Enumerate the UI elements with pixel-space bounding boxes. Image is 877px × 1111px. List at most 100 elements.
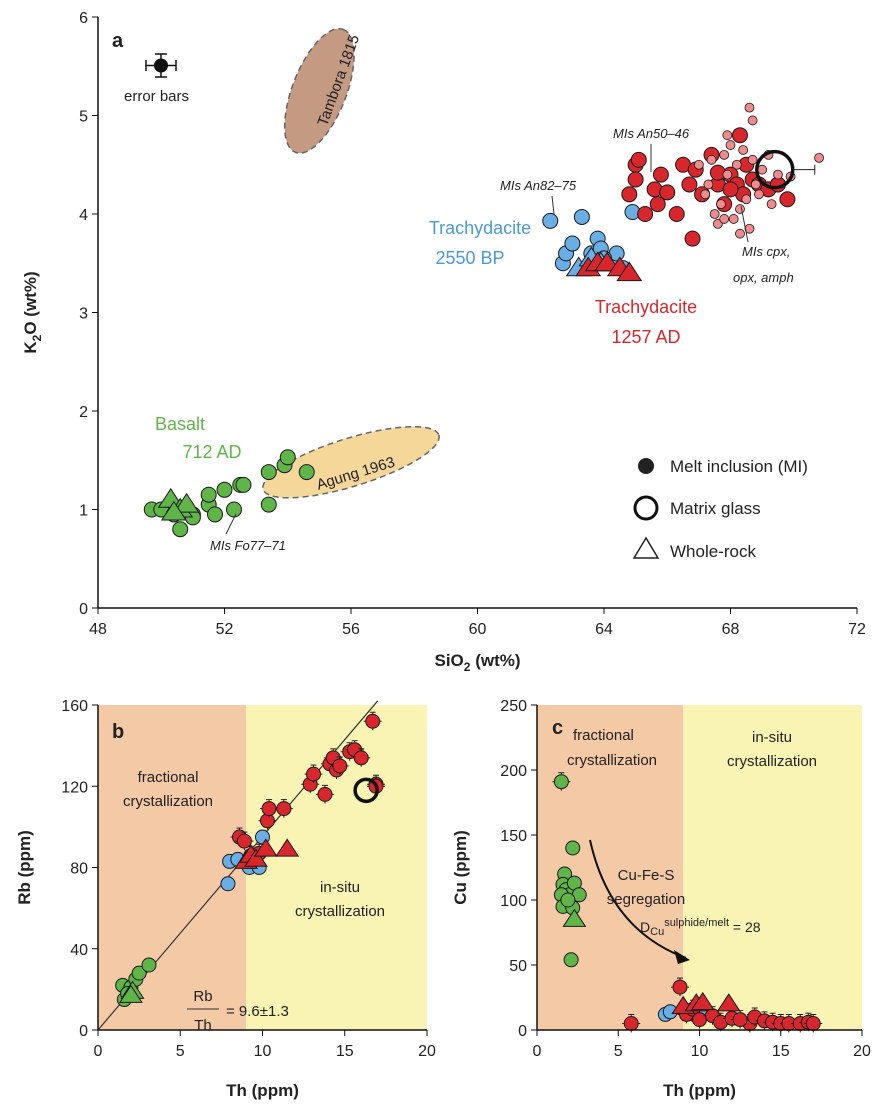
data-point bbox=[141, 957, 157, 973]
mi-cpx-marker bbox=[754, 189, 764, 200]
panel-c-y-tick-label: 200 bbox=[500, 763, 527, 780]
panel-c-frac-2: crystallization bbox=[567, 752, 657, 769]
mi-cpx-marker bbox=[706, 154, 717, 165]
melt-inclusion-marker bbox=[542, 212, 559, 229]
panel-a-ylabel-sub: 2 bbox=[30, 334, 44, 341]
panel-c-dcu-val: = 28 bbox=[729, 919, 761, 935]
whole-rock-marker bbox=[253, 838, 278, 857]
mi-fo-label: MIs Fo77–71 bbox=[210, 538, 286, 553]
mi-cpx-marker bbox=[722, 130, 733, 141]
panel-b-x-tick-label: 0 bbox=[94, 1043, 103, 1060]
panel-a-y-tick-label: 3 bbox=[79, 306, 88, 323]
panel-c-ylabel: Cu (ppm) bbox=[451, 830, 470, 905]
melt-inclusion-marker bbox=[235, 476, 252, 493]
mi-cpx-marker bbox=[747, 154, 758, 165]
data-point bbox=[692, 1012, 707, 1028]
panel-c-seg-1: Cu-Fe-S bbox=[618, 867, 675, 884]
panel-c-insitu-1: in-situ bbox=[752, 729, 792, 746]
panel-c-insitu-2: crystallization bbox=[727, 753, 817, 770]
data-point bbox=[560, 892, 576, 908]
panel-a-x-tick-label: 68 bbox=[722, 621, 740, 638]
mi-cpx-marker bbox=[738, 145, 749, 155]
mi-cpx-marker bbox=[744, 102, 755, 113]
mi-cpx-marker bbox=[722, 169, 733, 180]
panel-a-x-tick-label: 64 bbox=[595, 621, 613, 638]
legend-wr-label: Whole-rock bbox=[670, 542, 756, 561]
error-bars-label: error bars bbox=[124, 88, 189, 105]
panel-c-x-tick-label: 20 bbox=[853, 1043, 871, 1060]
data-point bbox=[317, 786, 333, 802]
mi-cpx-label-2: opx, amph bbox=[733, 270, 794, 285]
panel-a-y-tick-label: 5 bbox=[79, 109, 88, 126]
data-point bbox=[565, 840, 581, 856]
panel-c-x-tick-label: 5 bbox=[614, 1043, 623, 1060]
melt-inclusion-marker bbox=[779, 191, 796, 208]
mi-cpx-marker bbox=[709, 209, 720, 219]
mi-cpx-marker bbox=[766, 199, 777, 210]
whole-rock-marker bbox=[275, 838, 300, 857]
melt-inclusion-marker bbox=[260, 496, 277, 513]
panel-c-xlabel: Th (ppm) bbox=[663, 1081, 736, 1100]
mi-an50-label: MIs An50–46 bbox=[613, 126, 690, 141]
mi-cpx-marker bbox=[703, 179, 714, 190]
mi-cpx-marker bbox=[693, 159, 704, 170]
panel-b-y-tick-label: 160 bbox=[61, 698, 88, 715]
whole-rock-marker bbox=[173, 492, 200, 513]
melt-inclusion-marker bbox=[637, 206, 654, 222]
mi-cpx-marker bbox=[735, 204, 745, 214]
panel-b-insitu-1: in-situ bbox=[320, 879, 360, 896]
panel-b-points bbox=[115, 711, 386, 1008]
panel-b-frac-2: crystallization bbox=[123, 793, 213, 810]
panel-b-ylabel: Rb (ppm) bbox=[15, 830, 34, 905]
panel-c-dcu-sup: sulphide/melt bbox=[664, 917, 729, 929]
data-point bbox=[353, 750, 369, 766]
panel-c-y-tick-label: 100 bbox=[500, 893, 527, 910]
data-point bbox=[365, 713, 381, 729]
mi-an82-label: MIs An82–75 bbox=[500, 178, 577, 193]
legend-mi-label: Melt inclusion (MI) bbox=[670, 457, 808, 476]
mi-cpx-marker bbox=[773, 169, 783, 180]
matrix-glass-marker bbox=[353, 777, 379, 804]
panel-a-y-tick-label: 4 bbox=[79, 207, 88, 224]
melt-inclusion-marker bbox=[260, 464, 277, 481]
panel-b-fractional-region bbox=[98, 705, 247, 1030]
melt-inclusion-marker bbox=[279, 449, 296, 466]
panel-a-ylabel-rest: O (wt%) bbox=[21, 271, 40, 334]
mi-cpx-marker bbox=[716, 199, 726, 210]
melt-inclusion-marker bbox=[225, 501, 242, 518]
panel-b-x-tick-label: 10 bbox=[254, 1043, 272, 1060]
data-point bbox=[332, 758, 348, 774]
data-point bbox=[236, 833, 252, 849]
whole-rock-marker bbox=[616, 261, 643, 282]
panel-a-xlabel-rest: (wt%) bbox=[470, 651, 520, 670]
panel-b-axes: 0 5 10 15 20 0 40 80 120 160 Th (ppm) Rb (ppm) bbox=[15, 698, 436, 1100]
panel-c-points bbox=[552, 772, 823, 1033]
trachy2550-name: Trachydacite bbox=[429, 218, 531, 238]
melt-inclusion-marker bbox=[621, 186, 638, 203]
melt-inclusion-marker bbox=[684, 230, 701, 247]
mi-cpx-marker bbox=[741, 194, 752, 205]
trachy2550-age: 2550 BP bbox=[435, 248, 504, 268]
legend: Melt inclusion (MI) Matrix glass Whole-r… bbox=[632, 457, 808, 561]
panel-b-ratio-den: Th bbox=[194, 1017, 212, 1034]
panel-a-y-tick-label: 0 bbox=[79, 601, 88, 618]
panel-b-y-tick-label: 0 bbox=[79, 1023, 88, 1040]
panel-c-dcu-d: D bbox=[640, 919, 650, 935]
panel-c-x-tick-label: 15 bbox=[772, 1043, 790, 1060]
panel-b-y-tick-label: 120 bbox=[61, 779, 88, 796]
whole-rock-marker bbox=[690, 991, 715, 1011]
trachy1257-age: 1257 AD bbox=[611, 327, 680, 347]
melt-inclusion-marker bbox=[649, 196, 666, 213]
mi-cpx-marker bbox=[719, 149, 730, 160]
panel-b-letter: b bbox=[112, 721, 124, 743]
panel-c-seg-2: segregation bbox=[607, 891, 685, 908]
panel-b-ratio-num: Rb bbox=[193, 988, 212, 1005]
melt-inclusion-marker bbox=[722, 181, 739, 198]
melt-inclusion-marker bbox=[298, 464, 315, 481]
data-point bbox=[805, 1016, 821, 1031]
mi-cpx-marker bbox=[814, 152, 824, 163]
